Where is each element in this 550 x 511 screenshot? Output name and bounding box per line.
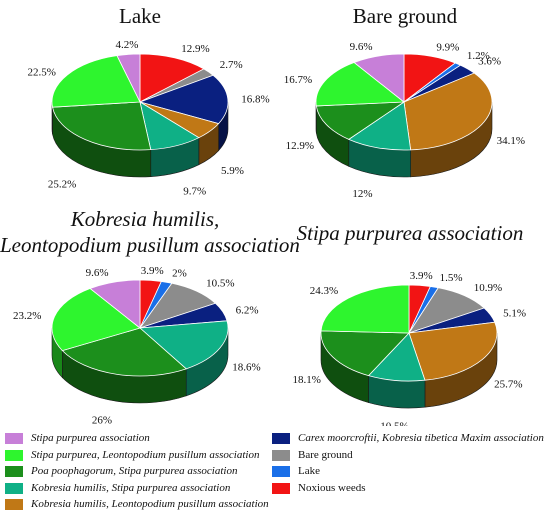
pie-slice-stipa-purpurea-leontopodium-pusillum-association [51, 288, 141, 352]
data-label-carex-moorcroftii-kobresia-tibetica-maxim-association: 3.6% [478, 56, 501, 68]
data-label-stipa-purpurea-association: 9.6% [86, 267, 109, 279]
data-label-kobresia-humilis-stipa-purpurea-association: 9.7% [183, 185, 206, 197]
legend-item-lake: Lake [272, 464, 320, 478]
pie-side-walls [315, 101, 493, 178]
pie-slice-kobresia-humilis-stipa-purpurea-association [347, 101, 412, 151]
legend-item-bare-ground: Bare ground [272, 448, 353, 462]
pie-chart-1: 12.9% 2.7% 16.8% 5.9% 9.7% 25.2% 22.5% 4.2% [27, 39, 269, 197]
data-label-lake: 2% [172, 267, 187, 279]
legend-item-carex-moorcroftii-kobresia-tibetica-maxim-association: Carex moorcroftii, Kobresia tibetica Max… [272, 431, 544, 445]
pie-slice-kobresia-humilis-stipa-purpurea-association [139, 320, 229, 370]
legend-item-poa-poophagorum-stipa-purpurea-association: Poa poophagorum, Stipa purpurea associat… [5, 464, 237, 478]
legend-swatch [5, 482, 23, 494]
data-label-kobresia-humilis-stipa-purpurea-association: 10.5% [380, 421, 408, 426]
legend-label: Bare ground [298, 449, 353, 461]
pie-chart-3: 3.9% 2% 10.5% 6.2% 18.6% 26% 23.2% 9.6% [13, 265, 261, 426]
pie-slice-poa-poophagorum-stipa-purpurea-association [315, 101, 406, 140]
pie-top-faces [320, 284, 498, 382]
legend-item-kobresia-humilis-leontopodium-pusillum-association: Kobresia humilis, Leontopodium pusillum … [5, 497, 269, 511]
chart-title-kobresia-leontopodium: Kobresia humilis, Leontopodium pusillum … [0, 206, 300, 258]
pie-slice-stipa-purpurea-leontopodium-pusillum-association [51, 55, 141, 108]
data-label-bare-ground: 2.7% [220, 59, 243, 71]
data-label-carex-moorcroftii-kobresia-tibetica-maxim-association: 5.1% [503, 308, 526, 320]
legend-swatch [272, 465, 290, 477]
legend-label: Carex moorcroftii, Kobresia tibetica Max… [298, 432, 544, 444]
legend-label: Lake [298, 465, 320, 477]
legend-swatch [272, 432, 290, 444]
legend-label: Noxious weeds [298, 482, 366, 494]
data-label-carex-moorcroftii-kobresia-tibetica-maxim-association: 16.8% [241, 94, 269, 106]
data-label-poa-poophagorum-stipa-purpurea-association: 26% [92, 414, 112, 426]
data-label-bare-ground: 10.9% [474, 282, 502, 294]
pie-top-faces [51, 53, 229, 151]
chart-title-line-1: Kobresia humilis, [70, 207, 220, 231]
data-label-stipa-purpurea-leontopodium-pusillum-association: 24.3% [310, 285, 338, 297]
legend-label: Stipa purpurea, Leontopodium pusillum as… [31, 449, 260, 461]
legend-label: Kobresia humilis, Leontopodium pusillum … [31, 498, 269, 510]
data-label-bare-ground: 10.5% [206, 278, 234, 290]
data-label-noxious-weeds: 3.9% [141, 265, 164, 277]
data-label-noxious-weeds: 12.9% [181, 43, 209, 55]
data-label-stipa-purpurea-leontopodium-pusillum-association: 22.5% [27, 66, 55, 78]
pie-slice-stipa-purpurea-leontopodium-pusillum-association [320, 284, 410, 334]
pie-slice-noxious-weeds [139, 53, 205, 103]
data-label-lake: 1.2% [467, 50, 490, 62]
pie-charts-canvas: 12.9% 2.7% 16.8% 5.9% 9.7% 25.2% 22.5% 4.2% 9.9%… [13, 39, 526, 426]
legend-item-kobresia-humilis-stipa-purpurea-association: Kobresia humilis, Stipa purpurea associa… [5, 481, 230, 495]
data-label-kobresia-humilis-leontopodium-pusillum-association: 5.9% [221, 165, 244, 177]
chart-title-bare-ground: Bare ground [352, 4, 458, 28]
legend-swatch [272, 482, 290, 494]
data-label-poa-poophagorum-stipa-purpurea-association: 12.9% [286, 140, 314, 152]
legend-swatch [5, 465, 23, 477]
legend-swatch [5, 498, 23, 510]
chart-title-line-2: Leontopodium pusillum association [0, 233, 300, 257]
data-label-carex-moorcroftii-kobresia-tibetica-maxim-association: 6.2% [236, 305, 259, 317]
pie-slice-stipa-purpurea-association [353, 53, 405, 103]
legend-label: Kobresia humilis, Stipa purpurea associa… [31, 482, 231, 494]
chart-title-stipa-purpurea: Stipa purpurea association [296, 221, 524, 245]
legend-swatch [5, 449, 23, 461]
data-label-stipa-purpurea-leontopodium-pusillum-association: 23.2% [13, 310, 41, 322]
data-label-stipa-purpurea-association: 4.2% [115, 39, 138, 51]
pie-slice-stipa-purpurea-association [116, 53, 141, 103]
pie-slice-stipa-purpurea-leontopodium-pusillum-association [315, 62, 406, 107]
legend-swatch [272, 449, 290, 461]
pie-top-faces [315, 53, 493, 151]
pie-side-walls [320, 332, 498, 409]
legend-item-stipa-purpurea-leontopodium-pusillum-association: Stipa purpurea, Leontopodium pusillum as… [5, 448, 259, 462]
data-label-poa-poophagorum-stipa-purpurea-association: 25.2% [48, 179, 76, 191]
pie-data-labels: 12.9% 2.7% 16.8% 5.9% 9.7% 25.2% 22.5% 4.2% [27, 39, 269, 197]
data-label-kobresia-humilis-stipa-purpurea-association: 18.6% [232, 362, 260, 374]
pie-slice-carex-moorcroftii-kobresia-tibetica-maxim-association [138, 74, 229, 125]
pie-slice-poa-poophagorum-stipa-purpurea-association [320, 330, 410, 377]
pie-top-faces [51, 279, 229, 377]
pie-data-labels: 9.9% 1.2%3.6% 34.1% 12% 12.9% 16.7% 9.6% [284, 41, 525, 200]
pie-slice-kobresia-humilis-leontopodium-pusillum-association [408, 321, 498, 381]
data-label-poa-poophagorum-stipa-purpurea-association: 18.1% [292, 374, 320, 386]
legend-item-stipa-purpurea-association: Stipa purpurea association [5, 431, 150, 445]
data-label-kobresia-humilis-stipa-purpurea-association: 12% [352, 188, 372, 200]
legend: Stipa purpurea association Stipa purpurea… [0, 426, 550, 511]
pie-slice-poa-poophagorum-stipa-purpurea-association [61, 327, 187, 377]
data-label-kobresia-humilis-leontopodium-pusillum-association: 34.1% [497, 135, 525, 147]
chart-title-lake: Lake [119, 4, 161, 28]
legend-label: Stipa purpurea association [31, 432, 150, 444]
pie-slice-stipa-purpurea-association [89, 279, 141, 329]
pie-chart-2: 9.9% 1.2%3.6% 34.1% 12% 12.9% 16.7% 9.6% [284, 41, 525, 200]
data-label-lake: 1.5% [440, 272, 463, 284]
pie-slice-kobresia-humilis-leontopodium-pusillum-association [403, 72, 493, 151]
legend-swatch [5, 432, 23, 444]
data-label-noxious-weeds: 3.9% [410, 270, 433, 282]
data-label-noxious-weeds: 9.9% [436, 41, 459, 53]
pie-data-labels: 3.9% 1.5% 10.9% 5.1% 25.7% 10.5% 18.1% 24.3% [292, 270, 526, 426]
legend-label: Poa poophagorum, Stipa purpurea associat… [31, 465, 238, 477]
pie-chart-4: 3.9% 1.5% 10.9% 5.1% 25.7% 10.5% 18.1% 24.3% [292, 270, 526, 426]
pie-slice-poa-poophagorum-stipa-purpurea-association [52, 101, 152, 151]
data-label-kobresia-humilis-leontopodium-pusillum-association: 25.7% [494, 379, 522, 391]
legend-item-noxious-weeds: Noxious weeds [272, 481, 366, 495]
pie-data-labels: 3.9% 2% 10.5% 6.2% 18.6% 26% 23.2% 9.6% [13, 265, 261, 426]
data-label-stipa-purpurea-association: 9.6% [350, 41, 373, 53]
data-label-stipa-purpurea-leontopodium-pusillum-association: 16.7% [284, 74, 312, 86]
